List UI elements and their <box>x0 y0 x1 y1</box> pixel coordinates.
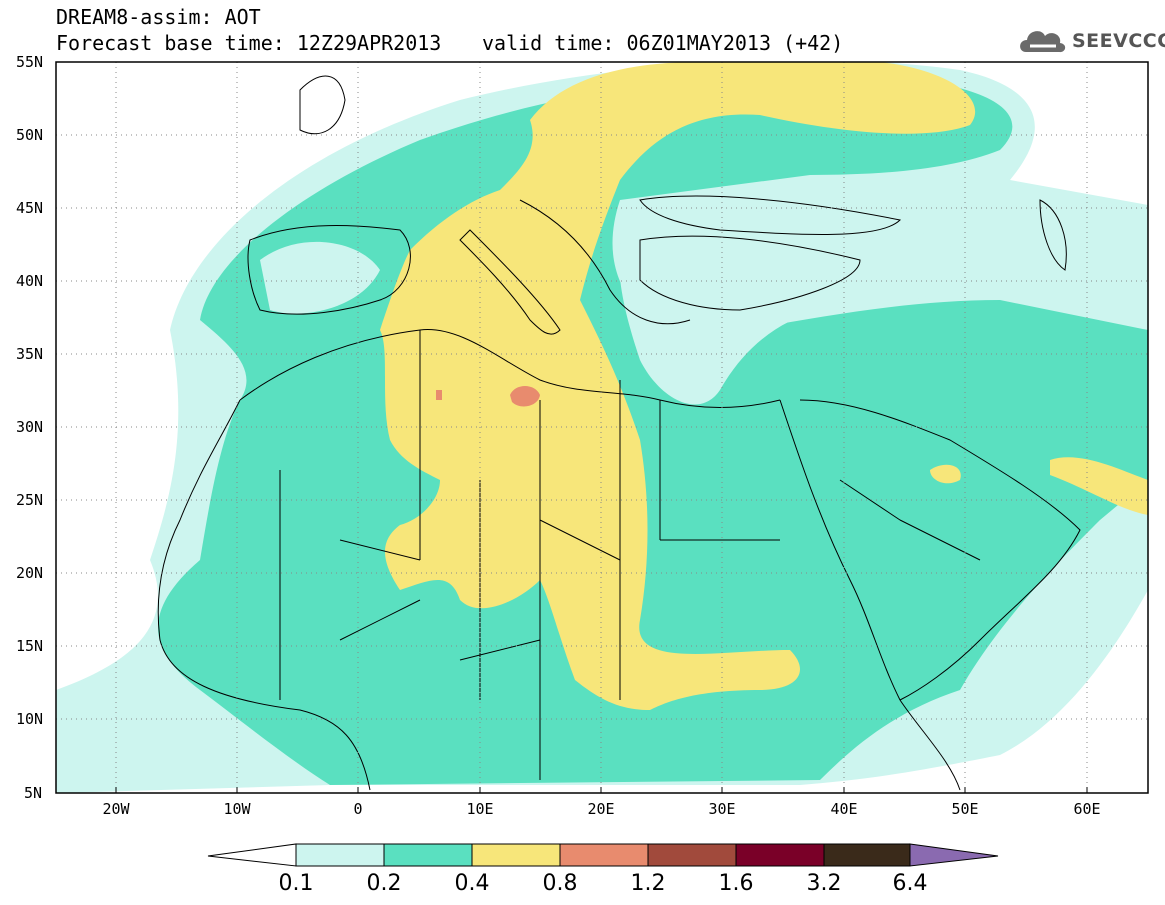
lat-label-30n: 30N <box>16 418 44 436</box>
coastline-arabia <box>799 399 1081 701</box>
colorbar-over-arrow <box>909 843 999 867</box>
lat-label-20n: 20N <box>16 564 44 582</box>
valid-time: valid time: 06Z01MAY2013 (+42) <box>482 31 844 55</box>
colorbar <box>207 843 999 867</box>
colorbar-label-3.2: 3.2 <box>806 871 842 896</box>
lat-label-50n: 50N <box>16 126 44 144</box>
lon-label-20w: 20W <box>102 800 130 818</box>
map-frame <box>55 61 1149 794</box>
colorbar-bin-1 <box>383 843 473 867</box>
colorbar-bin-4 <box>647 843 737 867</box>
colorbar-label-0.4: 0.4 <box>454 871 490 896</box>
colorbar-bin-5 <box>735 843 825 867</box>
lon-label-20e: 20E <box>587 800 615 818</box>
aot-field-0.4 <box>380 62 976 710</box>
lat-label-55n: 55N <box>16 53 44 71</box>
colorbar-bin-0 <box>295 843 385 867</box>
colorbar-label-0.2: 0.2 <box>366 871 402 896</box>
coastline-north-africa <box>239 329 781 408</box>
colorbar-label-0.1: 0.1 <box>278 871 314 896</box>
country-borders <box>279 330 981 780</box>
seevccc-logo: SEEVCCC <box>1016 22 1165 62</box>
cloud-icon <box>1020 31 1066 53</box>
lat-label-40n: 40N <box>16 272 44 290</box>
lon-label-10w: 10W <box>223 800 251 818</box>
coastline-balkans <box>519 199 691 325</box>
colorbar-bin-3 <box>559 843 649 867</box>
lat-label-25n: 25N <box>16 491 44 509</box>
coastline-italy <box>459 229 561 335</box>
coastline-uk <box>299 75 346 135</box>
lat-label-35n: 35N <box>16 345 44 363</box>
aot-field-0.8 <box>510 386 540 407</box>
lon-label-60e: 60E <box>1073 800 1101 818</box>
lon-label-10e: 10E <box>466 800 494 818</box>
coastline-turkey <box>639 235 861 311</box>
lat-label-45n: 45N <box>16 199 44 217</box>
colorbar-label-0.8: 0.8 <box>542 871 578 896</box>
lon-label-50e: 50E <box>951 800 979 818</box>
colorbar-under-arrow <box>207 843 297 867</box>
colorbar-label-1.6: 1.6 <box>718 871 754 896</box>
coastline-black-sea <box>639 195 902 235</box>
colorbar-label-6.4: 6.4 <box>892 871 928 896</box>
lat-label-15n: 15N <box>16 637 44 655</box>
lat-label-10n: 10N <box>16 710 44 728</box>
colorbar-bin-2 <box>471 843 561 867</box>
lon-label-0: 0 <box>353 800 363 818</box>
coastline-red-sea <box>779 399 961 791</box>
colorbar-label-1.2: 1.2 <box>630 871 666 896</box>
colorbar-bin-6 <box>823 843 911 867</box>
forecast-base-time: Forecast base time: 12Z29APR2013 <box>56 31 442 55</box>
coastline-west-africa <box>157 399 371 791</box>
lon-label-30e: 30E <box>708 800 736 818</box>
map-title: DREAM8-assim: AOT <box>56 5 261 29</box>
logo-text: SEEVCCC <box>1072 30 1165 52</box>
lat-label-5n: 5N <box>24 784 43 802</box>
lon-label-40e: 40E <box>830 800 858 818</box>
coastline-caspian <box>1039 199 1067 271</box>
coastline-iberia <box>247 225 411 315</box>
